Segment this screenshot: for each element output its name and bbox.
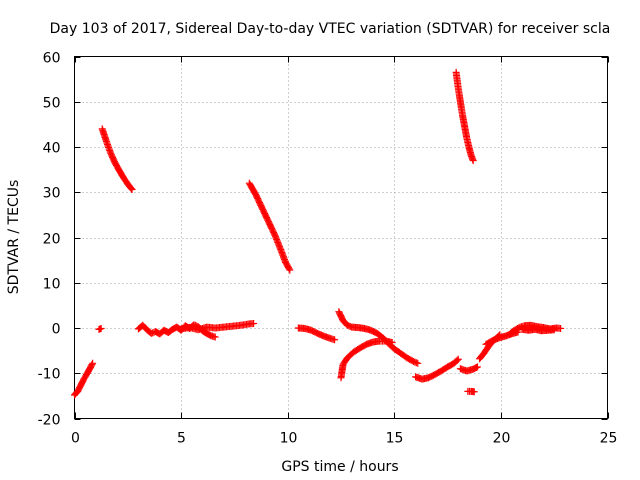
data-point	[469, 157, 477, 165]
series-arc-1	[95, 324, 105, 333]
data-point	[89, 359, 97, 367]
series-arc-early-rise	[71, 359, 97, 399]
series-arc-low-2	[464, 387, 478, 396]
y-tick-label: 0	[52, 322, 61, 338]
x-tick-labels: 0 5 10 15 20 25	[71, 431, 617, 447]
x-tick-label: 25	[600, 431, 618, 447]
series-arc-near-zero-1	[134, 321, 219, 341]
y-tick-label: 50	[43, 96, 61, 112]
x-axis-label: GPS time / hours	[281, 459, 398, 475]
series-arc-high-3	[452, 68, 477, 165]
series-arc-low-1	[456, 363, 481, 375]
data-point	[550, 326, 558, 334]
data-point	[286, 266, 294, 274]
plot-area-frame	[74, 56, 608, 419]
y-tick-label: 20	[43, 232, 61, 248]
y-tick-label: 30	[43, 186, 61, 202]
data-point	[331, 336, 339, 344]
series-arc-rise	[337, 337, 396, 382]
x-tick-label: 0	[71, 431, 80, 447]
series-arc-late-zero-2	[518, 325, 558, 335]
y-tick-label: 60	[43, 51, 61, 67]
x-tick-label: 20	[493, 431, 511, 447]
series-arc-near-zero-3	[294, 324, 339, 344]
chart-title: Day 103 of 2017, Sidereal Day-to-day VTE…	[50, 21, 611, 37]
data-point	[470, 388, 478, 396]
axis-ticks	[74, 56, 609, 420]
x-tick-label: 10	[280, 431, 298, 447]
data-point	[473, 363, 481, 371]
data-point	[412, 359, 420, 367]
grid-lines	[74, 56, 608, 419]
data-point	[88, 361, 96, 369]
data-point	[127, 184, 135, 192]
data-point	[453, 356, 461, 364]
data-point	[285, 265, 293, 273]
y-tick-label: 10	[43, 277, 61, 293]
data-point	[128, 186, 136, 194]
data-point	[454, 355, 462, 363]
y-tick-labels: -20 -10 0 10 20 30 40 50 60	[38, 51, 61, 429]
data-point	[388, 338, 396, 346]
y-tick-label: 40	[43, 141, 61, 157]
y-tick-label: -20	[38, 413, 61, 429]
y-tick-label: -10	[38, 367, 61, 383]
series-arc-near-zero-2	[177, 319, 258, 334]
data-point	[414, 359, 422, 367]
data-point	[211, 333, 219, 341]
data-point	[250, 319, 258, 327]
data-point	[557, 324, 565, 332]
x-tick-label: 5	[177, 431, 186, 447]
data-points	[71, 68, 565, 399]
data-point	[97, 324, 105, 332]
series-arc-trough	[412, 355, 462, 383]
x-tick-label: 15	[386, 431, 404, 447]
series-arc-high-1	[98, 125, 136, 194]
series-arc-high-2	[245, 179, 294, 274]
y-axis-label: SDTVAR / TECUs	[6, 180, 22, 295]
